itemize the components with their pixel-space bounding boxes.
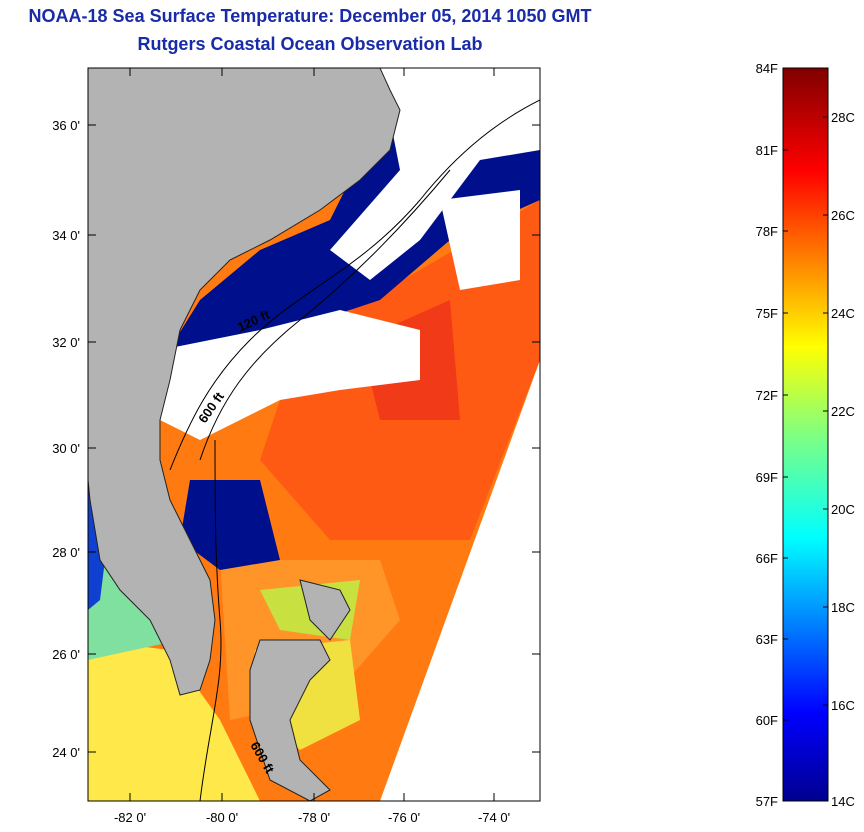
lat-label: 24 0' — [52, 745, 80, 760]
colorbar-ticks — [783, 116, 828, 721]
lon-label: -80 0' — [206, 810, 238, 825]
colorbar-c-label: 14C — [831, 794, 855, 809]
cloud-cover — [330, 68, 540, 280]
colorbar-f-label: 72F — [756, 388, 778, 403]
lon-label: -74 0' — [478, 810, 510, 825]
lat-label: 32 0' — [52, 335, 80, 350]
colorbar-f-label: 84F — [756, 61, 778, 76]
colorbar-f-label: 63F — [756, 632, 778, 647]
colorbar-c-label: 26C — [831, 208, 855, 223]
cold-patch — [180, 480, 280, 570]
colorbar-f-label: 66F — [756, 551, 778, 566]
bahama-island — [299, 579, 351, 641]
map-graticule — [88, 68, 540, 801]
lon-label: -78 0' — [298, 810, 330, 825]
lon-label: -76 0' — [388, 810, 420, 825]
colorbar-f-label: 57F — [756, 794, 778, 809]
lon-label: -82 0' — [114, 810, 146, 825]
colorbar-c-label: 20C — [831, 502, 855, 517]
lat-label: 34 0' — [52, 228, 80, 243]
lat-label: 30 0' — [52, 441, 80, 456]
land-mass — [88, 68, 401, 696]
cloud-band — [160, 310, 420, 440]
andros-island — [249, 639, 331, 801]
colorbar-c-label: 16C — [831, 698, 855, 713]
colorbar-c-label: 18C — [831, 600, 855, 615]
contour-120ft — [199, 169, 451, 461]
colorbar-f-label: 60F — [756, 713, 778, 728]
colorbar-c-label: 22C — [831, 404, 855, 419]
colorbar-c-label: 28C — [831, 110, 855, 125]
colorbar — [782, 67, 829, 802]
colorbar-f-label: 75F — [756, 306, 778, 321]
colorbar-f-label: 69F — [756, 470, 778, 485]
chart-subtitle: Rutgers Coastal Ocean Observation Lab — [137, 34, 483, 54]
lat-label: 36 0' — [52, 118, 80, 133]
contour-600ft — [169, 99, 540, 471]
contour-florida — [199, 439, 222, 801]
colorbar-f-label: 81F — [756, 143, 778, 158]
lat-label: 28 0' — [52, 545, 80, 560]
colorbar-f-label: 78F — [756, 224, 778, 239]
lat-label: 26 0' — [52, 647, 80, 662]
map-panel — [88, 68, 540, 801]
chart-title: NOAA-18 Sea Surface Temperature: Decembe… — [28, 6, 592, 26]
cloud-patch — [440, 190, 520, 290]
colorbar-c-label: 24C — [831, 306, 855, 321]
florida-keys-shallows — [88, 640, 260, 801]
